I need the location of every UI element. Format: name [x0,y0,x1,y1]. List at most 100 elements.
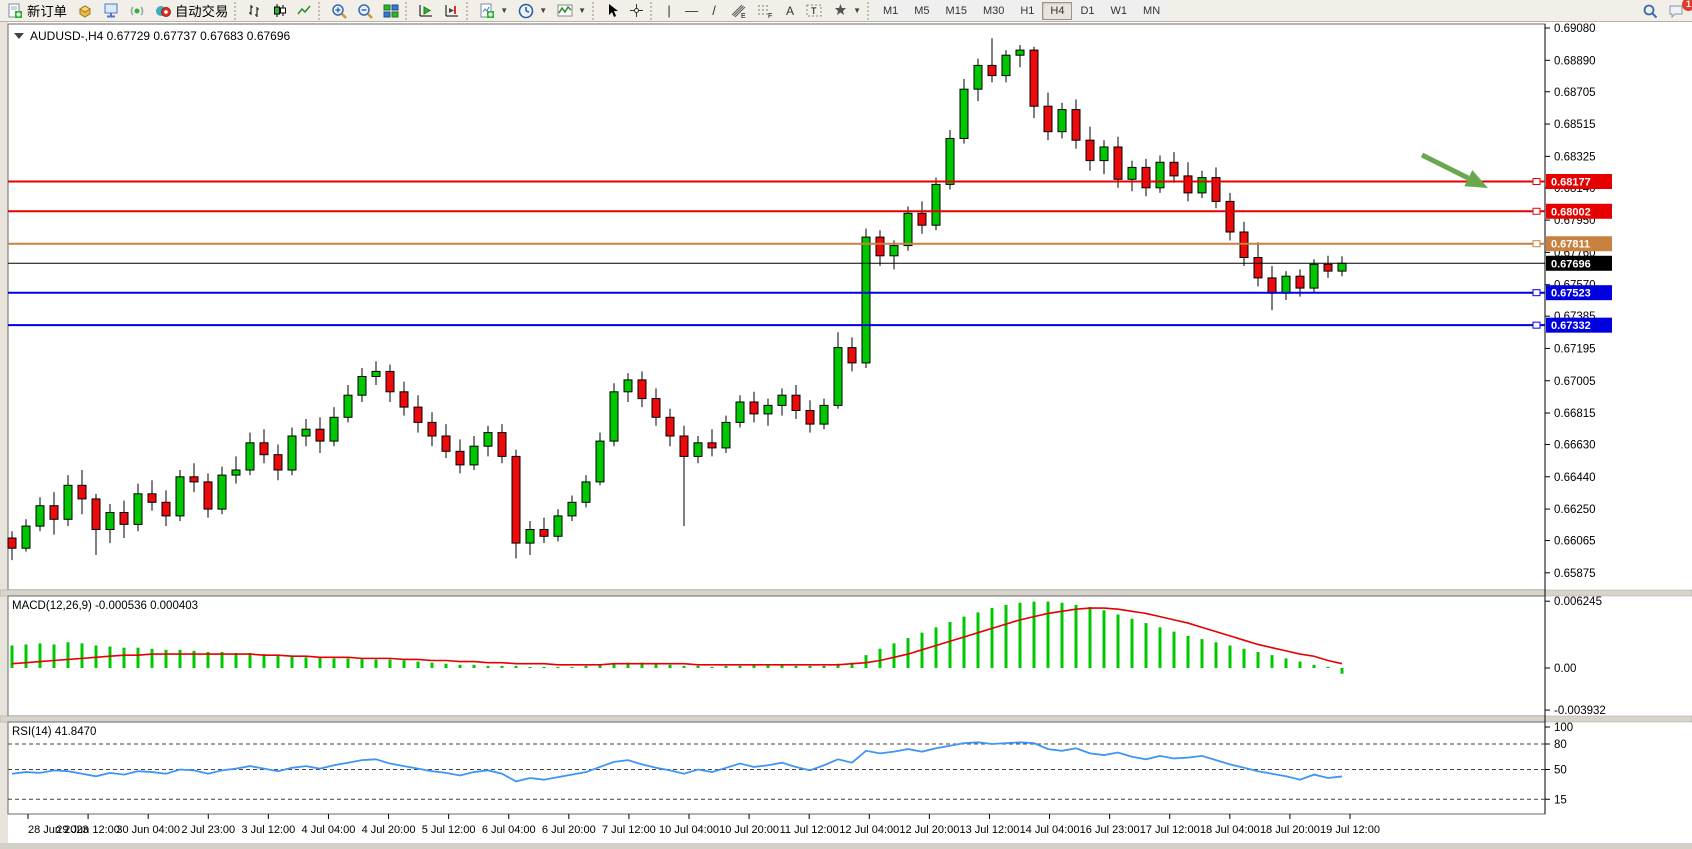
rsi-tick-label: 80 [1554,739,1567,751]
candle-body [301,428,311,437]
candlestick-series[interactable] [7,38,1347,561]
tile-windows-icon [383,3,399,18]
trendline-button[interactable]: / [703,1,725,21]
cursor-button[interactable] [600,1,624,21]
cursor-icon [605,3,619,18]
candle-body [525,529,535,544]
candle-body [441,435,451,452]
indicators-dropdown[interactable]: ▼ [552,1,591,21]
candle-body [1253,257,1263,279]
arrows-dropdown[interactable]: ▼ [828,1,866,21]
timeframe-button-m1[interactable]: M1 [874,1,907,20]
arrow-shaft [1420,152,1470,181]
level-0.68177-tag-label: 0.68177 [1551,177,1591,189]
text-button[interactable]: A [779,1,801,21]
candle-body [651,398,661,418]
clock-icon [518,3,534,19]
timeframe-button-h1[interactable]: H1 [1012,1,1043,20]
fibonacci-button[interactable]: F [752,1,779,21]
timeframe-button-d1[interactable]: D1 [1072,1,1103,20]
time-tick-label: 30 Jun 04:00 [116,824,180,836]
zoom-out-icon [357,3,374,19]
candle-body [1337,262,1347,272]
signals-button[interactable] [124,1,150,21]
timeframe-button-m30[interactable]: M30 [974,1,1013,20]
chat-button[interactable]: 1 [1663,0,1692,21]
macd-indicator[interactable]: MACD(12,26,9) -0.000536 0.000403 [10,600,1344,674]
rsi-indicator[interactable]: RSI(14) 41.8470 [11,726,1343,783]
candle-body [1169,161,1179,177]
svg-text:T: T [811,6,817,16]
horizontal-line-button[interactable]: — [680,1,703,21]
candle-body [21,525,31,549]
time-tick-label: 3 Jul 12:00 [241,824,295,836]
chevron-down-icon: ▼ [539,6,548,15]
toolbar-separator [592,1,599,20]
candle-body [581,481,591,503]
panel-separator[interactable] [0,589,1692,597]
panel-separator[interactable] [0,715,1692,723]
price-tick-label: 0.68325 [1554,151,1596,163]
candle-body [427,421,437,437]
line-anchor[interactable] [1532,178,1541,186]
candle-body [1113,146,1123,180]
symbol-dropdown-icon[interactable] [14,33,24,39]
timeframe-button-m15[interactable]: M15 [937,1,975,20]
candle-body [1099,146,1109,162]
line-anchor[interactable] [1532,289,1541,297]
zoom-out-button[interactable] [352,1,378,21]
arrow-annotation[interactable] [1420,152,1488,188]
text-label-button[interactable]: T [801,1,828,21]
line-anchor[interactable] [1532,240,1541,248]
time-tick-label: 14 Jul 04:00 [1020,824,1080,836]
time-tick-label: 11 Jul 12:00 [780,824,839,836]
candlestick-chart-button[interactable] [267,1,292,21]
auto-scroll-button[interactable] [413,1,439,21]
candle-body [749,401,759,415]
auto-scroll-icon [418,3,434,18]
periods-dropdown[interactable]: ▼ [513,1,552,21]
price-panel[interactable] [7,23,1546,591]
candle-body [91,498,101,530]
terminal-button[interactable] [98,1,124,21]
autotrading-button[interactable]: 自动交易 [150,1,233,21]
timeframe-button-h4[interactable]: H4 [1042,1,1073,20]
chart-shift-button[interactable] [439,1,465,21]
search-button[interactable] [1637,1,1663,21]
candle-body [259,442,269,456]
chart-title-group: AUDUSD-,H4 0.67729 0.67737 0.67683 0.676… [14,29,291,43]
timeframe-button-m5[interactable]: M5 [906,1,938,20]
candlestick-icon [272,3,287,18]
rsi-axis: 100 80 50 15 [8,722,1573,806]
candle-body [777,394,787,406]
tile-windows-button[interactable] [378,1,404,21]
price-tick-label: 0.68515 [1554,119,1596,131]
candle-body [553,515,563,537]
wallet-button[interactable] [72,1,98,21]
timeframe-button-w1[interactable]: W1 [1102,1,1136,20]
line-anchor[interactable] [1532,321,1541,329]
toolbar-separator [650,1,657,20]
crosshair-button[interactable] [624,1,649,21]
candle-body [1085,139,1095,162]
candle-body [861,236,871,364]
time-tick-label: 19 Jul 12:00 [1320,824,1380,836]
time-tick-label: 16 Jul 23:00 [1080,824,1140,836]
bar-chart-button[interactable] [242,1,267,21]
macd-label: MACD(12,26,9) -0.000536 0.000403 [12,600,198,612]
vertical-line-button[interactable]: | [658,1,680,21]
price-tick-label: 0.65875 [1554,568,1596,580]
price-tick-label: 0.66630 [1554,440,1596,452]
price-tick-label: 0.66815 [1554,408,1596,420]
line-chart-button[interactable] [292,1,317,21]
zoom-in-button[interactable] [326,1,352,21]
line-anchor[interactable] [1532,207,1541,215]
timeframe-button-mn[interactable]: MN [1135,1,1169,20]
new-chart-dropdown[interactable]: ▼ [474,1,513,21]
new-order-button[interactable]: 新订单 [2,1,72,21]
candle-body [287,435,297,471]
candle-body [847,347,857,364]
channel-button[interactable]: E [725,1,752,21]
